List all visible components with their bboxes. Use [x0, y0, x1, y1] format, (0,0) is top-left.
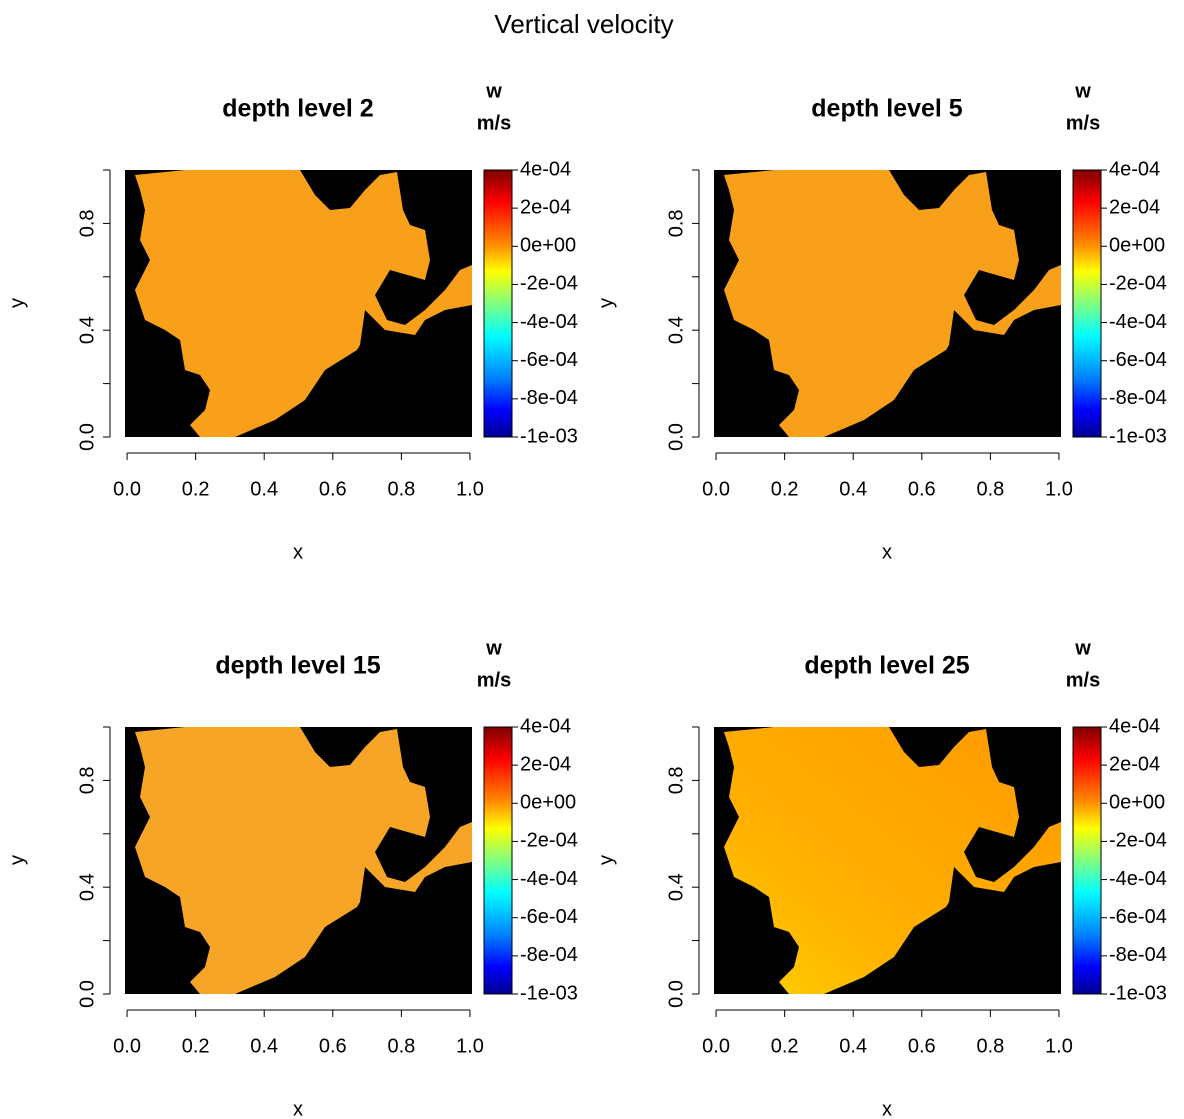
colorbar-tick-label: -4e-04 — [1109, 311, 1167, 333]
y-axis-label: y — [6, 298, 28, 308]
colorbar-tick-label: -2e-04 — [1109, 830, 1167, 852]
y-tick-label: 0.0 — [76, 980, 98, 1008]
panel-title: depth level 25 — [804, 652, 969, 680]
colorbar-tick-label: -8e-04 — [1109, 387, 1167, 409]
colorbar — [1072, 726, 1102, 995]
colorbar-tick-label: 0e+00 — [520, 792, 576, 814]
colorbar — [483, 726, 513, 995]
x-axis-label: x — [882, 541, 892, 563]
colorbar-tick-label: -6e-04 — [520, 906, 578, 928]
y-tick-label: 0.0 — [76, 423, 98, 451]
x-axis-label: x — [293, 1098, 303, 1119]
x-tick-label: 0.2 — [771, 1035, 799, 1057]
x-tick-label: 0.6 — [908, 478, 936, 500]
x-tick-label: 0.4 — [250, 478, 278, 500]
panel-title: depth level 15 — [215, 652, 380, 680]
colorbar-tick-label: 0e+00 — [1109, 792, 1165, 814]
x-tick-label: 1.0 — [1045, 1035, 1073, 1057]
colorbar-tick-label: 2e-04 — [1109, 753, 1160, 775]
colorbar-tick-label: -6e-04 — [1109, 906, 1167, 928]
y-tick-label: 0.4 — [665, 873, 687, 901]
colorbar-tick-label: -6e-04 — [1109, 349, 1167, 371]
x-tick-label: 0.4 — [839, 478, 867, 500]
colorbar — [483, 169, 513, 438]
colorbar-tick-label: -2e-04 — [520, 830, 578, 852]
colorbar-tick-label: -1e-03 — [1109, 425, 1167, 447]
x-tick-label: 0.8 — [387, 478, 415, 500]
colorbar-tick-label: 4e-04 — [1109, 715, 1160, 737]
colorbar-tick-label: -8e-04 — [1109, 944, 1167, 966]
x-tick-label: 0.6 — [908, 1035, 936, 1057]
x-tick-label: 0.6 — [319, 1035, 347, 1057]
x-tick-label: 0.8 — [976, 478, 1004, 500]
x-tick-label: 0.2 — [182, 1035, 210, 1057]
y-tick-label: 0.4 — [76, 316, 98, 344]
x-tick-label: 0.4 — [250, 1035, 278, 1057]
colorbar-tick-label: -2e-04 — [1109, 273, 1167, 295]
x-tick-label: 0.0 — [702, 478, 730, 500]
y-tick-label: 0.0 — [665, 980, 687, 1008]
x-axis-label: x — [882, 1098, 892, 1119]
colorbar-tick-label: 0e+00 — [1109, 235, 1165, 257]
colorbar-title: w — [485, 637, 502, 659]
figure-title: Vertical velocity — [494, 9, 673, 39]
x-tick-label: 1.0 — [456, 478, 484, 500]
x-tick-label: 0.2 — [182, 478, 210, 500]
y-tick-label: 0.8 — [76, 209, 98, 237]
colorbar-tick-label: -4e-04 — [520, 868, 578, 890]
x-tick-label: 0.4 — [839, 1035, 867, 1057]
colorbar-title: w — [1074, 80, 1091, 102]
colorbar-tick-label: -1e-03 — [1109, 982, 1167, 1004]
panel-title: depth level 2 — [222, 95, 373, 123]
colorbar-tick-label: 0e+00 — [520, 235, 576, 257]
y-tick-label: 0.0 — [665, 423, 687, 451]
colorbar-tick-label: 2e-04 — [520, 753, 571, 775]
colorbar-title: w — [485, 80, 502, 102]
colorbar-tick-label: 2e-04 — [520, 196, 571, 218]
colorbar-unit: m/s — [1066, 112, 1100, 134]
colorbar-unit: m/s — [477, 669, 511, 691]
colorbar-tick-label: -4e-04 — [520, 311, 578, 333]
x-tick-label: 0.0 — [113, 478, 141, 500]
colorbar-tick-label: -8e-04 — [520, 944, 578, 966]
y-axis-label: y — [595, 298, 617, 308]
colorbar-tick-label: -1e-03 — [520, 982, 578, 1004]
colorbar-tick-label: -1e-03 — [520, 425, 578, 447]
colorbar-tick-label: 4e-04 — [520, 158, 571, 180]
y-axis-label: y — [6, 855, 28, 865]
colorbar-unit: m/s — [1066, 669, 1100, 691]
x-tick-label: 0.8 — [387, 1035, 415, 1057]
x-tick-label: 0.0 — [702, 1035, 730, 1057]
colorbar-title: w — [1074, 637, 1091, 659]
y-tick-label: 0.8 — [665, 209, 687, 237]
colorbar-tick-label: -2e-04 — [520, 273, 578, 295]
colorbar-tick-label: -4e-04 — [1109, 868, 1167, 890]
colorbar-tick-label: 4e-04 — [1109, 158, 1160, 180]
colorbar-tick-label: -6e-04 — [520, 349, 578, 371]
x-tick-label: 0.8 — [976, 1035, 1004, 1057]
colorbar — [1072, 169, 1102, 438]
x-tick-label: 0.0 — [113, 1035, 141, 1057]
y-axis-label: y — [595, 855, 617, 865]
x-tick-label: 0.6 — [319, 478, 347, 500]
colorbar-tick-label: 2e-04 — [1109, 196, 1160, 218]
x-tick-label: 1.0 — [1045, 478, 1073, 500]
x-tick-label: 1.0 — [456, 1035, 484, 1057]
panel-title: depth level 5 — [811, 95, 963, 123]
colorbar-tick-label: -8e-04 — [520, 387, 578, 409]
colorbar-tick-label: 4e-04 — [520, 715, 571, 737]
y-tick-label: 0.4 — [76, 873, 98, 901]
y-tick-label: 0.8 — [665, 766, 687, 794]
colorbar-unit: m/s — [477, 112, 511, 134]
y-tick-label: 0.8 — [76, 766, 98, 794]
x-axis-label: x — [293, 541, 303, 563]
y-tick-label: 0.4 — [665, 316, 687, 344]
x-tick-label: 0.2 — [771, 478, 799, 500]
